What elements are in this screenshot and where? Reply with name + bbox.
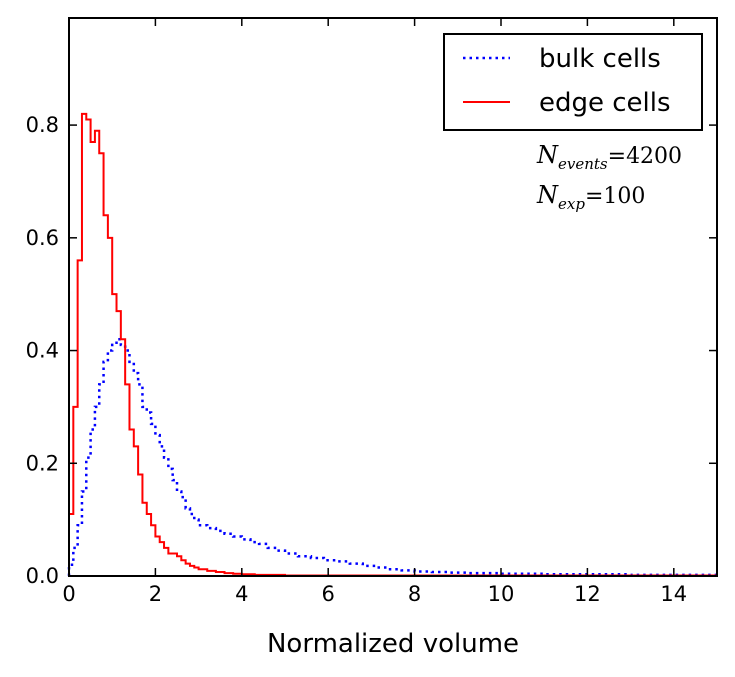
svg-text:Nexp=100: Nexp=100 <box>536 181 645 213</box>
plot-frame <box>68 17 718 577</box>
y-tick-label: 0.8 <box>26 113 59 137</box>
x-tick-label: 8 <box>408 582 421 606</box>
legend-label-bulk-cells: bulk cells <box>539 44 661 74</box>
legend-label-edge-cells: edge cells <box>539 88 671 118</box>
y-tick-label: 0.6 <box>26 226 59 250</box>
x-tick-label: 0 <box>62 582 75 606</box>
annotation-n-exp-subscript: exp <box>558 195 585 213</box>
ticks-layer <box>68 18 717 577</box>
series-edge-cells-line <box>68 112 717 577</box>
annotation-n-events: Nevents=4200 <box>536 141 682 173</box>
annotation-n-events-value: 4200 <box>626 144 682 169</box>
annotation-n-events-equals: = <box>608 144 626 169</box>
x-tick-label: 14 <box>660 582 687 606</box>
svg-text:Nevents=4200: Nevents=4200 <box>536 141 682 173</box>
series-layer <box>67 112 717 577</box>
x-axis-label: Normalized volume <box>267 629 519 659</box>
x-tick-label: 6 <box>322 582 335 606</box>
annotation-n-exp-value: 100 <box>603 184 645 209</box>
annotation-n-exp: Nexp=100 <box>536 181 645 213</box>
x-tick-label: 12 <box>574 582 601 606</box>
y-tick-label: 0.4 <box>26 339 59 363</box>
x-tick-label: 10 <box>488 582 515 606</box>
annotation-n-events-subscript: events <box>558 155 608 173</box>
annotation-n-exp-equals: = <box>585 184 603 209</box>
legend: bulk cells edge cells <box>443 33 703 131</box>
legend-box <box>443 33 703 131</box>
annotation-n-exp-symbol: N <box>536 181 559 209</box>
tick-labels: 0 2 4 6 8 10 12 14 0.0 0.2 0.4 0.6 0.8 <box>26 113 688 606</box>
x-tick-label: 2 <box>149 582 162 606</box>
y-tick-label: 0.0 <box>26 564 59 588</box>
y-tick-label: 0.2 <box>26 451 59 475</box>
annotation-n-events-symbol: N <box>536 141 559 169</box>
series-bulk-cells-line <box>67 338 717 577</box>
x-tick-label: 4 <box>235 582 248 606</box>
